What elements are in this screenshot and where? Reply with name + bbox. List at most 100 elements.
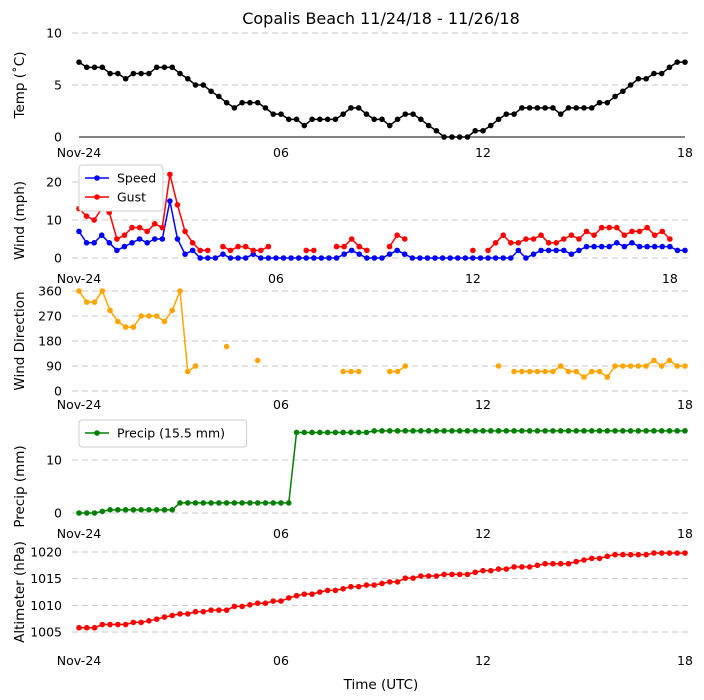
data-point [635, 75, 642, 82]
data-point [386, 579, 393, 585]
y-tick-label: 5 [54, 78, 62, 93]
data-point [122, 621, 129, 628]
data-point [130, 507, 137, 513]
y-tick-label: 180 [38, 334, 62, 349]
data-point [612, 551, 618, 558]
data-point [184, 75, 191, 82]
data-point [340, 586, 346, 592]
data-point [604, 553, 611, 560]
data-point [550, 428, 556, 434]
data-point [534, 562, 541, 569]
data-point [550, 560, 556, 567]
data-point [418, 573, 424, 579]
data-point [174, 236, 181, 242]
data-point [356, 251, 363, 257]
y-axis-label: Wind (mph) [12, 181, 28, 260]
data-point [643, 75, 649, 82]
data-point [91, 624, 98, 631]
legend-label: Gust [117, 190, 146, 205]
data-point [596, 368, 603, 375]
data-point [161, 318, 168, 325]
data-point [588, 428, 595, 434]
x-tick-label: Nov-24 [57, 145, 102, 160]
data-point [612, 363, 618, 369]
data-point [99, 64, 106, 71]
data-point [204, 247, 211, 254]
data-point [121, 232, 128, 238]
y-tick-label: 10 [46, 453, 62, 468]
data-point [561, 247, 567, 254]
series-line-1 [76, 288, 688, 380]
data-point [614, 240, 620, 246]
data-point [182, 228, 188, 235]
data-point [581, 374, 587, 380]
data-point [627, 551, 634, 558]
data-point [557, 560, 564, 567]
data-point [138, 70, 144, 77]
data-point [620, 88, 626, 95]
data-point [583, 243, 590, 250]
data-point [76, 228, 82, 235]
data-point [523, 236, 529, 242]
data-point [115, 70, 121, 77]
data-point [409, 255, 416, 261]
data-point [130, 619, 137, 626]
data-point [151, 236, 158, 242]
data-point [538, 247, 544, 254]
data-point [317, 116, 323, 123]
data-point [651, 70, 657, 77]
data-point [192, 82, 199, 88]
series-line-1 [76, 59, 688, 140]
y-axis-label: Temp (˚C) [11, 52, 28, 120]
panel-1: 0 5 10 Temp (˚C) Nov-24 06 12 18 [11, 26, 693, 161]
y-tick-label: 1005 [30, 625, 62, 640]
data-point [146, 313, 152, 319]
data-point [324, 429, 331, 436]
y-tick-label: 360 [38, 284, 62, 299]
data-point [169, 64, 176, 71]
data-point [371, 255, 378, 261]
data-point [262, 105, 269, 111]
data-point [515, 247, 522, 254]
data-point [167, 171, 173, 178]
data-point [200, 500, 207, 506]
data-point [635, 428, 642, 434]
x-tick-label: Nov-24 [57, 397, 102, 412]
data-point [332, 116, 339, 123]
data-point [472, 127, 479, 134]
data-point [184, 368, 191, 375]
data-point [301, 122, 308, 129]
data-point [254, 357, 261, 364]
data-point [500, 232, 507, 238]
data-point [568, 232, 575, 238]
data-point [588, 555, 595, 562]
data-point [278, 598, 284, 604]
data-point [247, 500, 253, 506]
data-point [235, 255, 241, 261]
x-tick-label: 18 [677, 145, 693, 160]
data-point [184, 611, 191, 617]
data-point [332, 429, 339, 436]
data-point [462, 255, 469, 261]
data-point [402, 111, 409, 117]
data-point [643, 551, 649, 558]
data-point [83, 299, 90, 305]
data-point [371, 582, 378, 588]
data-point [189, 240, 196, 246]
data-point [177, 611, 183, 617]
data-point [216, 500, 222, 506]
data-point [333, 255, 340, 261]
data-point [523, 255, 529, 261]
data-point [604, 374, 611, 380]
data-point [542, 560, 548, 567]
data-point [402, 363, 409, 369]
data-point [317, 429, 323, 436]
data-point [526, 368, 533, 375]
data-point [550, 105, 556, 111]
y-tick-label: 20 [46, 175, 62, 190]
data-point [83, 624, 90, 631]
data-point [674, 363, 681, 369]
data-point [456, 428, 463, 434]
